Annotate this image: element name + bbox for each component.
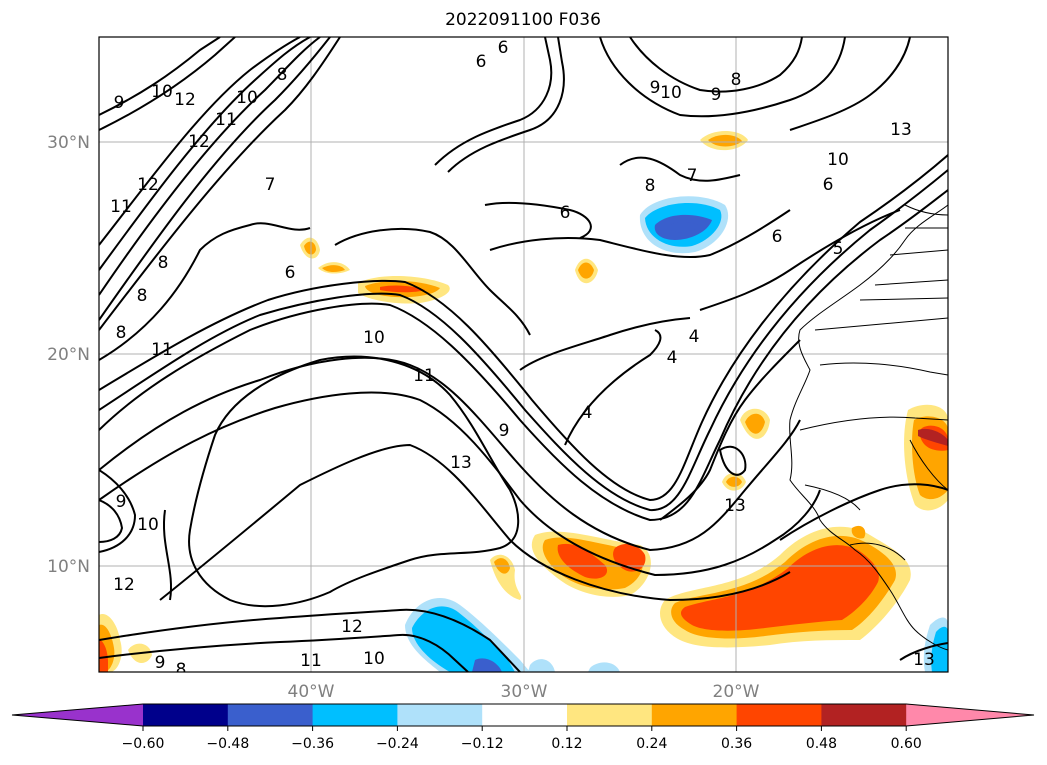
contour-label: 9 [650, 78, 661, 98]
colorbar-over-extend [906, 704, 1034, 726]
lat-label-20n: 20°N [47, 345, 90, 365]
contour-label: 8 [116, 323, 127, 343]
contour-label: 11 [300, 651, 322, 671]
lon-label-20w: 20°W [713, 682, 760, 702]
colorbar-tick-label: −0.48 [206, 736, 249, 752]
warm-anomaly-west-africa [660, 525, 911, 648]
colorbar-under-extend [12, 704, 143, 726]
graticule [99, 37, 948, 672]
colorbar-bin [821, 704, 907, 726]
colorbar-tick-label: 0.24 [636, 736, 667, 752]
lat-label-30n: 30°N [47, 133, 90, 153]
map-title: 2022091100 F036 [445, 10, 601, 30]
contour-label: 12 [174, 90, 196, 110]
contour-label: 7 [687, 166, 698, 186]
colorbar-tick-label: 0.12 [551, 736, 582, 752]
contour-label: 10 [151, 82, 173, 102]
colorbar-bin [651, 704, 738, 726]
contour-label: 8 [158, 253, 169, 273]
contour-label: 11 [215, 110, 237, 130]
contour-label: 9 [116, 492, 127, 512]
colorbar: −0.60 −0.48 −0.36 −0.24 −0.12 0.12 0.24 0.36 0.4… [11, 703, 1035, 752]
contour-label: 10 [363, 328, 385, 348]
map-area: 6 6 9 10 12 10 11 12 12 11 8 8 8 8 9 10 … [99, 37, 948, 680]
contour-label: 5 [833, 239, 844, 259]
contour-label: 10 [236, 88, 258, 108]
contour-label: 4 [689, 327, 700, 347]
contour-label: 10 [137, 515, 159, 535]
map-frame [98, 36, 949, 673]
contour-label: 11 [413, 366, 435, 386]
cold-anomaly-patches [405, 196, 948, 672]
contour-label: 7 [265, 175, 276, 195]
contour-labels: 6 6 9 10 12 10 11 12 12 11 8 8 8 8 9 10 … [110, 38, 935, 680]
contour-label: 9 [114, 93, 125, 113]
colorbar-tick-label: −0.12 [461, 736, 504, 752]
longitude-labels: 40°W 30°W 20°W [288, 682, 760, 702]
contour-label: 11 [151, 340, 173, 360]
shaded-field [99, 131, 948, 672]
contour-label: 12 [188, 132, 210, 152]
colorbar-bin [567, 704, 653, 726]
latitude-labels: 30°N 20°N 10°N [47, 133, 90, 577]
contour-label: 6 [498, 38, 509, 58]
contour-label: 10 [363, 649, 385, 669]
contour-label: 13 [450, 453, 472, 473]
contour-label: 4 [582, 403, 593, 423]
contour-label: 8 [176, 660, 187, 680]
contour-label: 8 [137, 286, 148, 306]
contour-label: 6 [772, 227, 783, 247]
contour-label: 6 [285, 263, 296, 283]
colorbar-bin [143, 704, 229, 726]
contour-lines [99, 37, 948, 672]
contour-label: 9 [711, 85, 722, 105]
colorbar-bin [397, 704, 483, 726]
contour-label: 11 [110, 197, 132, 217]
contour-label: 13 [913, 650, 935, 670]
colorbar-bin [312, 704, 398, 726]
contour-label: 10 [660, 83, 682, 103]
colorbar-tick-label: 0.48 [806, 736, 837, 752]
contour-label: 6 [476, 52, 487, 72]
contour-label: 8 [277, 65, 288, 85]
contour-label: 12 [137, 175, 159, 195]
contour-label: 6 [560, 203, 571, 223]
colorbar-bin [736, 704, 822, 726]
colorbar-tick-label: −0.24 [376, 736, 419, 752]
contour-label: 12 [341, 617, 363, 637]
contour-label: 13 [890, 120, 912, 140]
colorbar-bin [227, 704, 314, 726]
lon-label-40w: 40°W [288, 682, 335, 702]
lat-label-10n: 10°N [47, 557, 90, 577]
contour-label: 8 [731, 70, 742, 90]
contour-label: 9 [499, 421, 510, 441]
contour-label: 8 [645, 176, 656, 196]
contour-label: 4 [667, 348, 678, 368]
contour-label: 9 [155, 653, 166, 673]
colorbar-tick-label: 0.60 [891, 736, 922, 752]
contour-label: 10 [827, 150, 849, 170]
colorbar-tick-label: 0.36 [721, 736, 752, 752]
contour-label: 6 [823, 175, 834, 195]
lon-label-30w: 30°W [501, 682, 548, 702]
colorbar-tick-label: −0.60 [122, 736, 165, 752]
contour-label: 12 [113, 575, 135, 595]
contour-label: 13 [724, 496, 746, 516]
coastline [789, 204, 948, 651]
colorbar-bin [482, 704, 568, 726]
colorbar-tick-label: −0.36 [291, 736, 334, 752]
